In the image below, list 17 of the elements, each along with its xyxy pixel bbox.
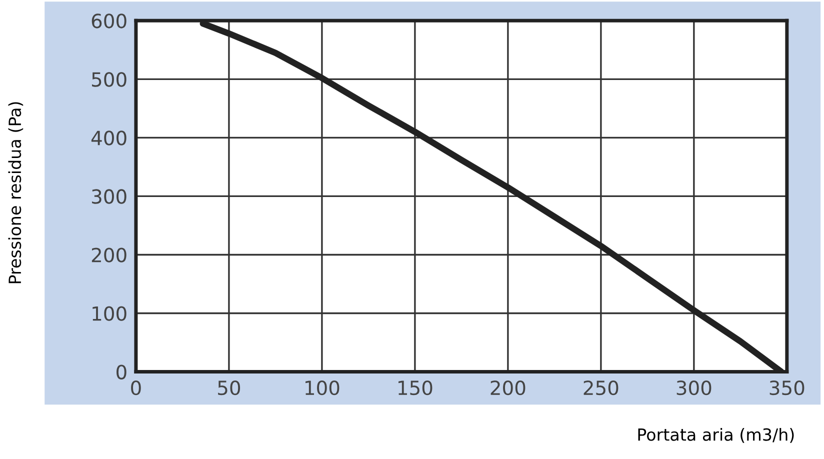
y-tick-label: 400 [91,130,126,146]
x-axis-title: Portata aria (m3/h) [638,428,794,443]
x-tick-label: 0 [131,380,141,396]
x-tick-label: 250 [584,380,618,396]
y-tick-label: 500 [92,72,126,87]
x-tick-label: 350 [770,380,804,396]
x-tick-label: 50 [218,380,240,396]
x-tick-label: 100 [306,380,340,396]
x-tick-label: 300 [676,380,712,396]
y-tick-label: 300 [92,189,126,204]
x-tick-label: 200 [490,380,526,396]
y-tick-label: 100 [92,306,126,321]
y-tick-label: 0 [116,364,126,380]
x-tick-label: 150 [398,380,432,396]
y-tick-label: 200 [92,248,126,262]
y-tick-label: 600 [92,14,126,28]
y-axis-title: Pressione residua (Pa) [8,102,24,284]
